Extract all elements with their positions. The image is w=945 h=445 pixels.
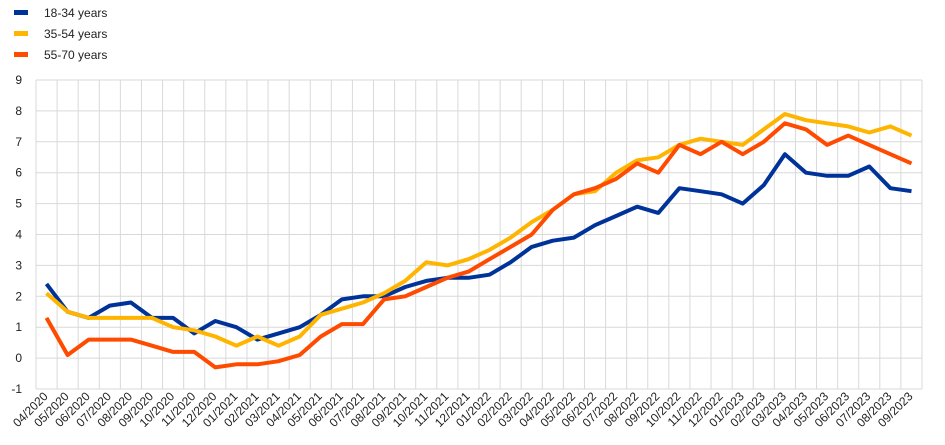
legend-label-35-54: 35-54 years (44, 26, 108, 41)
y-tick-label: 0 (15, 351, 22, 365)
chart-series (44, 112, 913, 370)
y-axis-labels: -1 0 1 2 3 4 5 6 7 8 9 (11, 73, 22, 396)
legend-item-35-54: 35-54 years (14, 23, 107, 44)
y-tick-label: 9 (15, 73, 22, 87)
legend-swatch-35-54 (14, 31, 28, 36)
y-tick-label: 6 (15, 166, 22, 180)
y-tick-label: 2 (15, 289, 22, 303)
y-tick-label: 8 (15, 104, 22, 118)
y-tick-label: 7 (15, 135, 22, 149)
legend-label-55-70: 55-70 years (44, 47, 108, 62)
chart-legend: 18-34 years 35-54 years 55-70 years (14, 2, 107, 65)
legend-swatch-55-70 (14, 52, 28, 57)
series-line-35-54-years (45, 112, 913, 348)
legend-item-55-70: 55-70 years (14, 44, 107, 65)
series-line-55-70-years (44, 121, 913, 370)
y-tick-label: 4 (15, 228, 22, 242)
x-axis-labels: 04/202005/202006/202007/202008/202009/20… (10, 389, 916, 430)
legend-item-18-34: 18-34 years (14, 2, 107, 23)
legend-swatch-18-34 (14, 10, 28, 15)
y-tick-label: -1 (11, 382, 22, 396)
legend-label-18-34: 18-34 years (44, 5, 108, 20)
y-tick-label: 1 (15, 320, 22, 334)
y-tick-label: 3 (15, 258, 22, 272)
y-tick-label: 5 (15, 197, 22, 211)
